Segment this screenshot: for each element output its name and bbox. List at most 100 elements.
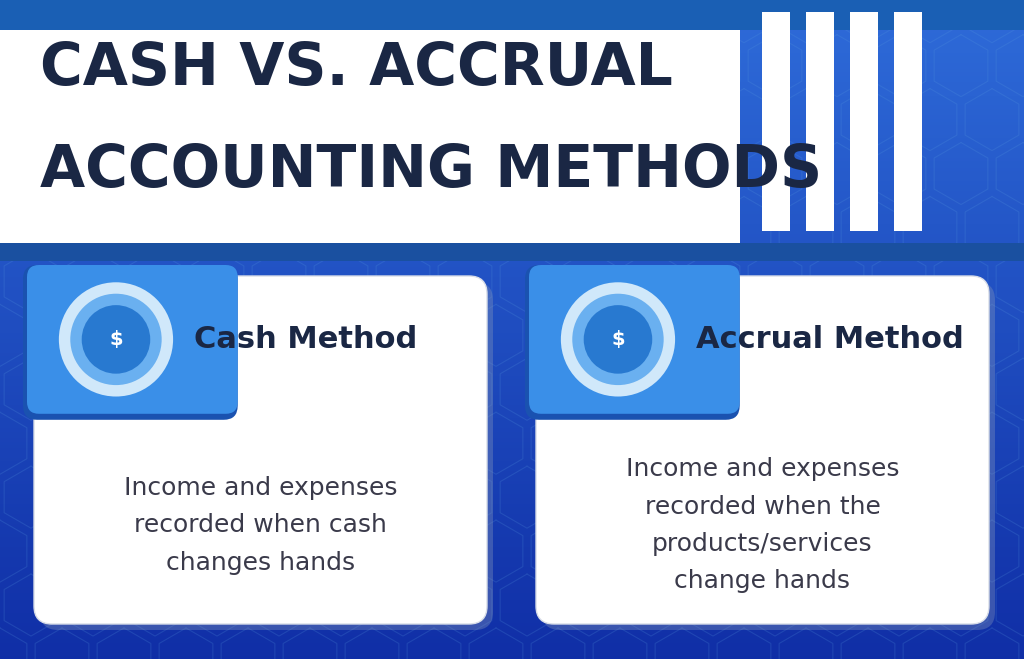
Bar — [0, 237, 1024, 241]
Bar — [0, 224, 1024, 227]
Bar — [0, 353, 1024, 356]
Bar — [0, 481, 1024, 484]
Bar — [0, 527, 1024, 530]
Text: Cash Method: Cash Method — [194, 325, 417, 354]
Bar — [0, 105, 1024, 109]
Bar — [0, 428, 1024, 432]
Bar — [0, 168, 1024, 171]
Bar — [0, 320, 1024, 323]
Bar — [0, 185, 1024, 188]
Bar — [0, 412, 1024, 415]
Bar — [0, 3, 1024, 7]
Bar — [0, 287, 1024, 290]
Bar — [0, 53, 1024, 56]
Bar — [0, 649, 1024, 652]
Bar — [0, 241, 1024, 244]
Bar — [0, 273, 1024, 277]
Bar — [0, 330, 1024, 333]
Bar — [0, 610, 1024, 613]
Circle shape — [71, 294, 162, 385]
Bar — [0, 540, 1024, 544]
Bar — [0, 488, 1024, 491]
Bar — [0, 26, 1024, 30]
Bar — [0, 629, 1024, 633]
Text: $: $ — [110, 330, 123, 349]
Bar — [0, 102, 1024, 105]
Bar — [0, 99, 1024, 102]
Bar — [0, 402, 1024, 405]
Bar — [0, 204, 1024, 208]
Bar — [0, 40, 1024, 43]
Bar — [0, 432, 1024, 435]
Bar — [0, 544, 1024, 547]
Bar — [0, 59, 1024, 63]
Bar — [0, 346, 1024, 349]
Text: Income and expenses
recorded when cash
changes hands: Income and expenses recorded when cash c… — [124, 476, 397, 575]
Bar — [0, 191, 1024, 194]
Bar — [0, 0, 1024, 30]
Bar — [0, 303, 1024, 306]
Text: $: $ — [611, 330, 625, 349]
Bar — [0, 491, 1024, 494]
Bar — [0, 455, 1024, 458]
Bar — [0, 297, 1024, 300]
Bar — [0, 198, 1024, 201]
Bar — [0, 161, 1024, 165]
Bar — [0, 171, 1024, 175]
Bar — [0, 290, 1024, 293]
Bar — [0, 221, 1024, 224]
Bar — [0, 616, 1024, 619]
Bar — [0, 148, 1024, 152]
Bar — [0, 596, 1024, 600]
FancyBboxPatch shape — [34, 276, 487, 624]
Bar — [0, 468, 1024, 471]
Bar — [0, 563, 1024, 567]
Bar — [0, 399, 1024, 402]
Bar — [0, 633, 1024, 636]
Text: CASH VS. ACCRUAL: CASH VS. ACCRUAL — [40, 40, 673, 96]
Bar — [0, 243, 1024, 261]
Bar — [0, 145, 1024, 148]
Bar — [0, 409, 1024, 412]
Bar — [0, 458, 1024, 461]
Bar — [0, 142, 1024, 145]
Bar — [0, 86, 1024, 89]
Bar — [850, 12, 878, 231]
Bar — [0, 158, 1024, 161]
Text: ACCOUNTING METHODS: ACCOUNTING METHODS — [40, 142, 822, 198]
Bar — [0, 471, 1024, 474]
Bar — [0, 356, 1024, 359]
Bar — [0, 343, 1024, 346]
Bar — [0, 583, 1024, 587]
Bar — [0, 603, 1024, 606]
Bar — [0, 76, 1024, 79]
Bar — [0, 577, 1024, 580]
Bar — [0, 465, 1024, 468]
Bar — [0, 0, 740, 243]
Bar — [0, 448, 1024, 451]
Bar — [0, 474, 1024, 478]
Bar — [0, 442, 1024, 445]
Circle shape — [58, 282, 173, 397]
Bar — [0, 570, 1024, 573]
Bar — [0, 517, 1024, 521]
Bar — [0, 16, 1024, 20]
Bar — [0, 82, 1024, 86]
Bar — [0, 405, 1024, 409]
Bar — [0, 593, 1024, 596]
Text: Accrual Method: Accrual Method — [695, 325, 964, 354]
Bar — [0, 188, 1024, 191]
Bar — [0, 277, 1024, 280]
Bar — [0, 600, 1024, 603]
Bar — [0, 316, 1024, 320]
Bar — [0, 119, 1024, 122]
Bar — [0, 79, 1024, 82]
Circle shape — [82, 305, 151, 374]
Bar — [0, 138, 1024, 142]
Bar — [0, 534, 1024, 537]
Bar — [0, 389, 1024, 392]
Bar — [0, 260, 1024, 264]
Bar — [0, 461, 1024, 465]
Bar — [0, 254, 1024, 257]
Bar — [0, 13, 1024, 16]
